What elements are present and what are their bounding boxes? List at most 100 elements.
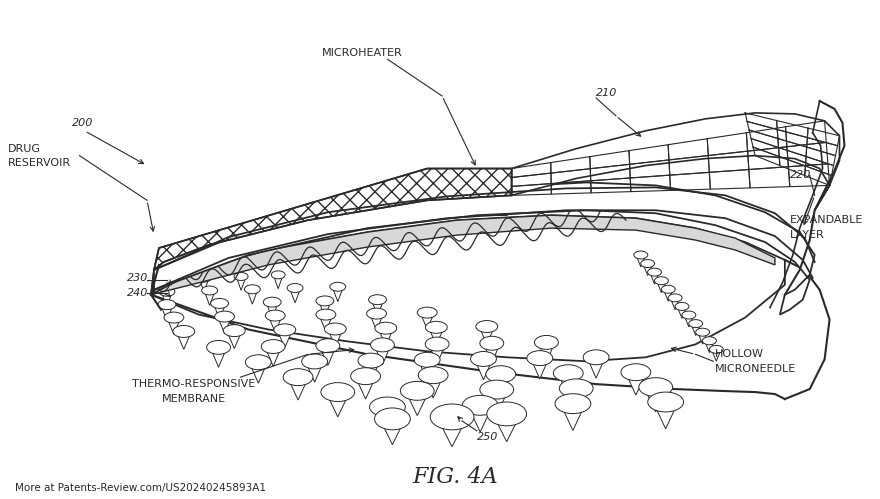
Polygon shape bbox=[236, 276, 246, 290]
Polygon shape bbox=[483, 343, 500, 363]
Polygon shape bbox=[362, 361, 380, 381]
Text: 220: 220 bbox=[790, 171, 811, 181]
Ellipse shape bbox=[265, 310, 285, 321]
Polygon shape bbox=[319, 346, 336, 366]
Polygon shape bbox=[266, 302, 278, 318]
Polygon shape bbox=[711, 349, 722, 361]
Ellipse shape bbox=[375, 322, 397, 334]
Text: MICRONEEDLE: MICRONEEDLE bbox=[715, 364, 796, 374]
Polygon shape bbox=[671, 298, 680, 310]
Polygon shape bbox=[649, 272, 659, 284]
Ellipse shape bbox=[417, 307, 437, 318]
Polygon shape bbox=[664, 289, 673, 301]
Ellipse shape bbox=[639, 378, 672, 397]
Ellipse shape bbox=[197, 274, 211, 282]
Polygon shape bbox=[531, 358, 549, 379]
Polygon shape bbox=[370, 313, 384, 330]
Ellipse shape bbox=[661, 285, 675, 293]
Polygon shape bbox=[421, 312, 434, 329]
Polygon shape bbox=[305, 361, 324, 382]
Polygon shape bbox=[290, 288, 301, 303]
Ellipse shape bbox=[210, 298, 229, 308]
Ellipse shape bbox=[648, 268, 662, 276]
Text: 200: 200 bbox=[71, 118, 93, 128]
Text: HOLLOW: HOLLOW bbox=[715, 349, 765, 359]
Ellipse shape bbox=[160, 276, 174, 284]
Ellipse shape bbox=[621, 364, 650, 381]
Polygon shape bbox=[161, 304, 173, 320]
Ellipse shape bbox=[158, 300, 176, 309]
Ellipse shape bbox=[302, 354, 327, 369]
Polygon shape bbox=[705, 341, 715, 353]
Polygon shape bbox=[467, 405, 493, 432]
Polygon shape bbox=[474, 359, 493, 380]
Ellipse shape bbox=[321, 383, 355, 402]
Polygon shape bbox=[653, 402, 678, 429]
Polygon shape bbox=[227, 331, 242, 348]
Polygon shape bbox=[436, 417, 467, 447]
Ellipse shape bbox=[418, 367, 448, 384]
Ellipse shape bbox=[689, 320, 702, 327]
Polygon shape bbox=[277, 330, 292, 348]
Text: MICROHEATER: MICROHEATER bbox=[322, 48, 403, 58]
Polygon shape bbox=[246, 289, 258, 304]
Text: 250: 250 bbox=[477, 432, 498, 442]
Ellipse shape bbox=[172, 325, 194, 337]
Ellipse shape bbox=[425, 321, 447, 333]
Ellipse shape bbox=[271, 271, 285, 279]
Polygon shape bbox=[151, 181, 507, 295]
Ellipse shape bbox=[274, 324, 296, 336]
Text: LAYER: LAYER bbox=[790, 230, 825, 240]
Polygon shape bbox=[161, 292, 172, 306]
Ellipse shape bbox=[159, 287, 175, 296]
Polygon shape bbox=[265, 346, 282, 366]
Polygon shape bbox=[698, 332, 708, 344]
Ellipse shape bbox=[367, 308, 386, 319]
Ellipse shape bbox=[370, 338, 394, 352]
Ellipse shape bbox=[534, 335, 558, 349]
Ellipse shape bbox=[675, 302, 689, 310]
Polygon shape bbox=[490, 374, 511, 397]
Ellipse shape bbox=[648, 392, 684, 412]
Polygon shape bbox=[154, 169, 511, 270]
Ellipse shape bbox=[476, 320, 498, 332]
Ellipse shape bbox=[471, 351, 496, 366]
Polygon shape bbox=[204, 290, 216, 305]
Ellipse shape bbox=[316, 339, 340, 353]
Ellipse shape bbox=[234, 272, 248, 280]
Polygon shape bbox=[319, 314, 333, 331]
Polygon shape bbox=[684, 315, 693, 327]
Polygon shape bbox=[333, 287, 343, 302]
Polygon shape bbox=[176, 331, 192, 349]
Polygon shape bbox=[558, 373, 579, 396]
Ellipse shape bbox=[370, 397, 406, 417]
Ellipse shape bbox=[560, 379, 593, 398]
Polygon shape bbox=[371, 300, 384, 315]
Polygon shape bbox=[356, 376, 376, 399]
Polygon shape bbox=[538, 342, 554, 362]
Text: 230: 230 bbox=[128, 273, 149, 283]
Ellipse shape bbox=[215, 311, 234, 322]
Ellipse shape bbox=[641, 259, 655, 267]
Polygon shape bbox=[274, 275, 283, 289]
Ellipse shape bbox=[480, 380, 514, 399]
Ellipse shape bbox=[202, 286, 217, 295]
Polygon shape bbox=[642, 263, 653, 275]
Ellipse shape bbox=[287, 283, 303, 292]
Polygon shape bbox=[319, 301, 331, 317]
Ellipse shape bbox=[245, 285, 260, 294]
Ellipse shape bbox=[583, 350, 609, 365]
Polygon shape bbox=[561, 404, 585, 431]
Text: MEMBRANE: MEMBRANE bbox=[162, 394, 226, 404]
Ellipse shape bbox=[261, 340, 285, 353]
Polygon shape bbox=[429, 327, 444, 345]
Polygon shape bbox=[429, 344, 445, 364]
Polygon shape bbox=[268, 315, 282, 332]
Polygon shape bbox=[378, 328, 393, 346]
Ellipse shape bbox=[316, 296, 334, 306]
Polygon shape bbox=[485, 390, 509, 415]
Polygon shape bbox=[511, 113, 840, 210]
Ellipse shape bbox=[425, 337, 449, 351]
Polygon shape bbox=[656, 281, 666, 292]
Polygon shape bbox=[217, 316, 231, 333]
